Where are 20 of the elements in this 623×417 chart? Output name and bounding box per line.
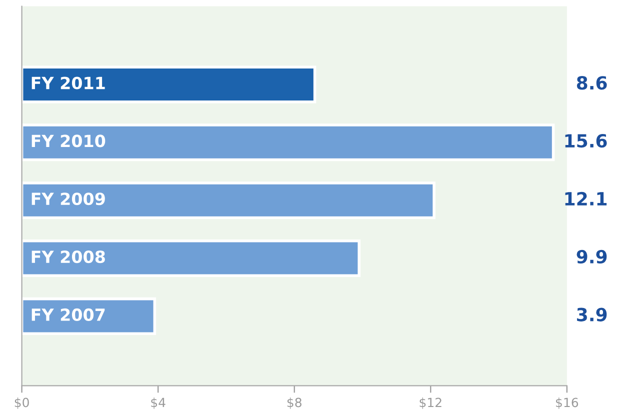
data-label: 15.6 xyxy=(565,134,607,148)
x-tick-label: $4 xyxy=(151,398,166,409)
bar xyxy=(22,124,555,162)
y-tick-label: FY 2010 xyxy=(32,134,106,148)
x-tick-label: $0 xyxy=(14,398,29,409)
y-tick-label: FY 2009 xyxy=(32,192,105,206)
x-tick-label: $16 xyxy=(556,398,578,409)
bar xyxy=(22,182,436,220)
bar xyxy=(22,297,156,335)
y-tick-label: FY 2007 xyxy=(32,308,105,322)
data-label: 8.6 xyxy=(576,76,607,90)
x-tick-label: $8 xyxy=(287,398,302,409)
x-tick-label: $12 xyxy=(420,398,442,409)
data-label: 12.1 xyxy=(565,192,607,206)
data-label: 9.9 xyxy=(576,250,607,264)
y-tick-label: FY 2011 xyxy=(32,76,105,90)
bar xyxy=(22,66,316,104)
data-label: 3.9 xyxy=(577,308,607,322)
bar xyxy=(22,240,360,278)
y-tick-label: FY 2008 xyxy=(32,250,105,264)
